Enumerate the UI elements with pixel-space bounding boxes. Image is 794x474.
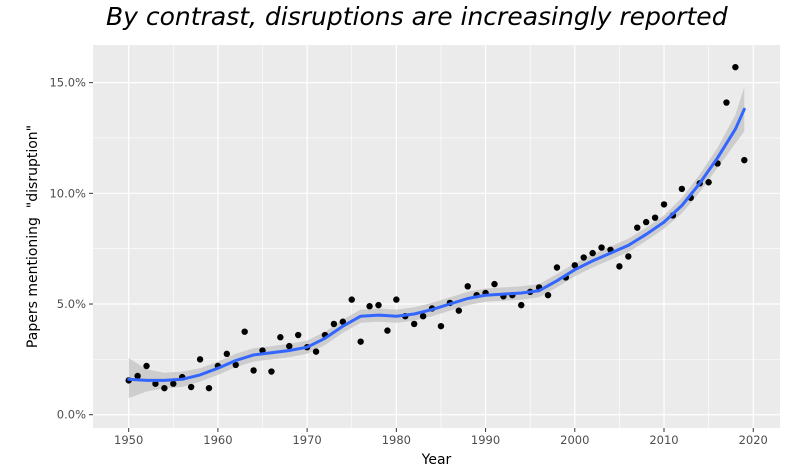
data-point: [152, 380, 159, 387]
x-tick-label: 1980: [382, 433, 411, 447]
x-tick-label: 1970: [292, 433, 321, 447]
data-point: [732, 63, 739, 71]
data-point: [553, 264, 561, 271]
data-point: [589, 249, 596, 257]
data-point: [295, 331, 302, 339]
data-point: [678, 185, 686, 193]
data-point: [357, 338, 364, 345]
data-point: [705, 179, 712, 186]
data-point: [464, 283, 471, 290]
x-tick-label: 1950: [114, 433, 143, 447]
data-point: [161, 384, 168, 392]
data-point: [348, 296, 355, 303]
data-point: [232, 361, 239, 369]
plot-panel: [93, 45, 780, 428]
data-point: [241, 328, 248, 335]
data-point: [366, 303, 373, 310]
y-axis-ticks: 0.0% 5.0% 10.0% 15.0%: [49, 76, 93, 422]
data-point: [491, 280, 498, 288]
y-tick-label: 5.0%: [57, 297, 86, 311]
data-points: [125, 63, 748, 392]
data-point: [598, 244, 605, 251]
chart-title: By contrast, disruptions are increasingl…: [106, 2, 728, 31]
data-point: [223, 350, 231, 358]
data-point: [651, 214, 659, 221]
data-point: [134, 372, 141, 380]
data-point: [642, 218, 650, 226]
data-point: [196, 356, 204, 363]
data-point: [384, 327, 391, 334]
x-axis-title: Year: [421, 452, 452, 468]
data-point: [339, 318, 347, 325]
x-tick-label: 2000: [560, 433, 589, 447]
data-point: [170, 380, 177, 387]
data-point: [277, 334, 284, 341]
data-point: [393, 296, 400, 303]
data-point: [625, 253, 632, 260]
data-point: [437, 322, 445, 330]
data-point: [330, 320, 338, 328]
data-point: [419, 312, 427, 320]
data-point: [143, 362, 150, 370]
major-gridlines: [93, 45, 780, 428]
x-tick-label: 2010: [649, 433, 678, 447]
data-point: [187, 383, 195, 391]
minor-gridlines: [93, 45, 780, 428]
data-point: [410, 320, 418, 328]
x-tick-label: 1960: [203, 433, 232, 447]
data-point: [634, 224, 641, 231]
data-point: [250, 367, 257, 374]
x-axis-ticks: 1950 1960 1970 1980 1990 2000 2010 2020: [114, 428, 768, 447]
data-point: [518, 301, 525, 309]
smooth-trend-line: [127, 107, 746, 382]
data-point: [741, 156, 748, 164]
data-point: [660, 201, 668, 208]
y-tick-label: 0.0%: [57, 408, 86, 422]
y-tick-label: 10.0%: [49, 186, 86, 200]
data-point: [723, 99, 730, 106]
x-tick-label: 1990: [471, 433, 500, 447]
confidence-band: [128, 87, 745, 399]
data-point: [571, 262, 578, 269]
data-point: [580, 254, 587, 261]
y-tick-label: 15.0%: [49, 76, 86, 90]
data-point: [375, 301, 382, 309]
data-point: [616, 263, 623, 270]
data-point: [286, 342, 293, 350]
data-point: [205, 384, 213, 392]
x-tick-label: 2020: [739, 433, 768, 447]
data-point: [455, 307, 463, 314]
data-point: [544, 291, 552, 299]
y-axis-title: Papers mentioning "disruption": [25, 125, 41, 348]
data-point: [268, 368, 275, 375]
data-point: [312, 348, 320, 355]
